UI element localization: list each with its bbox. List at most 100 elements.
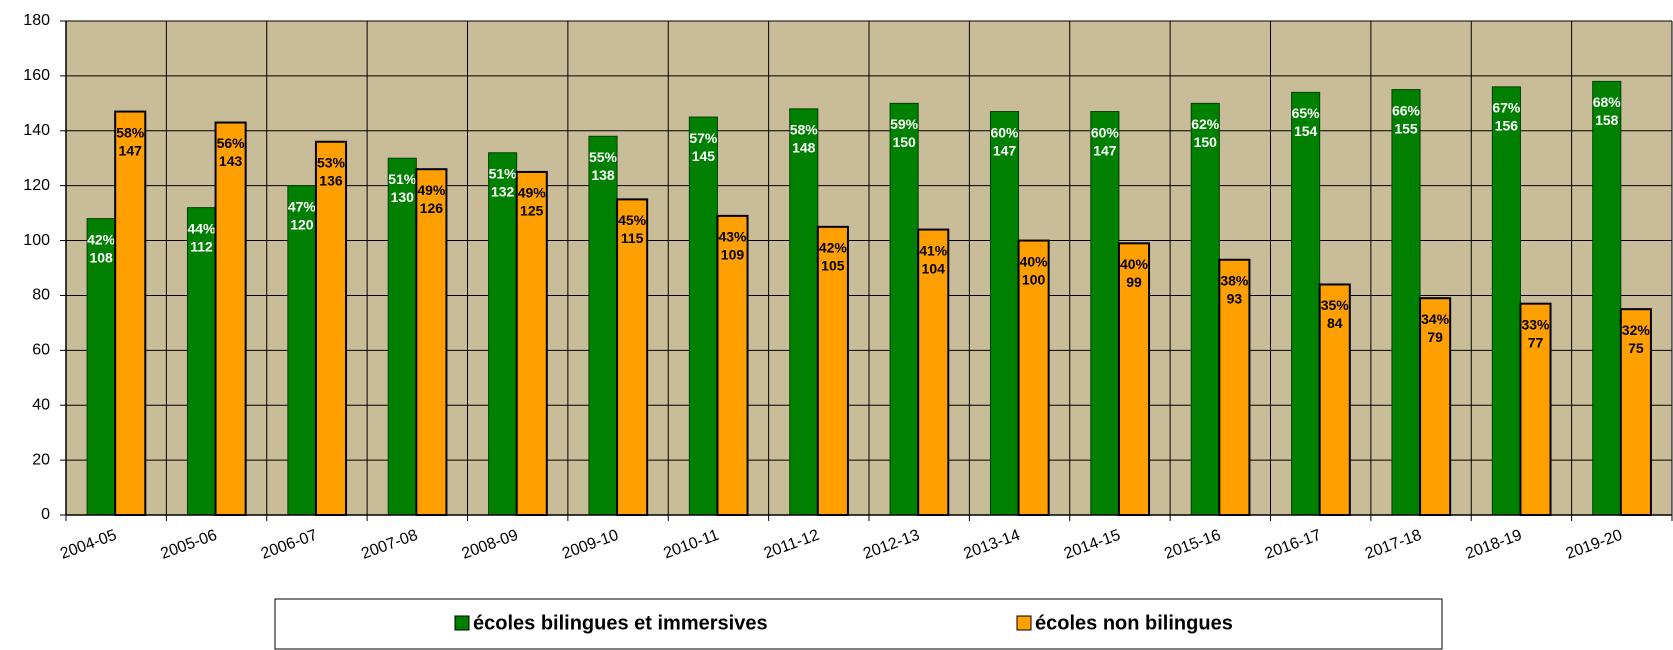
share-label: 53%	[317, 154, 346, 170]
value-label: 125	[520, 203, 544, 219]
bar	[214, 121, 247, 517]
bar	[688, 116, 718, 516]
bar	[1318, 283, 1351, 517]
x-tick-label: 2009-10	[560, 527, 621, 563]
bar	[789, 108, 819, 516]
x-tick-label: 2018-19	[1463, 527, 1524, 563]
x-tick-label: 2010-11	[661, 527, 721, 563]
bar	[515, 170, 548, 516]
bar	[186, 207, 217, 516]
value-label: 136	[319, 172, 343, 188]
share-label: 42%	[819, 240, 848, 256]
bar	[816, 225, 849, 516]
share-label: 66%	[1392, 102, 1421, 118]
value-label: 115	[621, 230, 644, 246]
value-label: 147	[119, 142, 143, 158]
bar	[1592, 80, 1622, 516]
value-label: 155	[1394, 120, 1418, 136]
value-label: 93	[1227, 290, 1243, 306]
legend-label: écoles non bilingues	[1035, 612, 1233, 634]
share-label: 68%	[1593, 94, 1622, 110]
value-label: 148	[792, 140, 816, 156]
y-tick-label: 100	[23, 232, 50, 249]
x-tick-label: 2015-16	[1162, 527, 1223, 563]
y-tick-label: 180	[23, 12, 50, 29]
bar	[287, 185, 317, 516]
value-label: 132	[491, 183, 515, 199]
bar	[415, 168, 448, 516]
share-label: 65%	[1292, 105, 1321, 121]
share-label: 56%	[217, 135, 246, 151]
bar	[1291, 91, 1321, 516]
x-tick-label: 2006-07	[259, 527, 320, 563]
share-label: 43%	[718, 229, 747, 245]
value-label: 120	[290, 216, 314, 232]
value-label: 145	[692, 148, 716, 164]
share-label: 58%	[116, 124, 145, 140]
value-label: 154	[1294, 123, 1318, 139]
bar	[616, 198, 649, 516]
x-tick-label: 2004-05	[58, 527, 119, 563]
value-label: 99	[1126, 274, 1142, 290]
value-label: 105	[821, 258, 845, 274]
share-label: 59%	[890, 116, 919, 132]
share-label: 40%	[1120, 256, 1149, 272]
share-label: 42%	[87, 231, 116, 247]
share-label: 51%	[489, 165, 518, 181]
value-label: 79	[1427, 329, 1443, 345]
bar	[588, 135, 618, 516]
bar	[1190, 102, 1220, 516]
bar	[1017, 239, 1050, 517]
value-label: 138	[591, 167, 615, 183]
y-tick-label: 0	[41, 506, 50, 523]
x-tick-label: 2008-09	[460, 527, 521, 563]
share-label: 40%	[1020, 253, 1049, 269]
value-label: 130	[391, 189, 415, 205]
share-label: 51%	[388, 171, 417, 187]
share-label: 33%	[1521, 316, 1550, 332]
bar	[488, 152, 518, 516]
share-label: 45%	[618, 212, 647, 228]
x-tick-label: 2011-12	[762, 527, 822, 563]
y-tick-label: 60	[32, 342, 50, 359]
share-label: 44%	[187, 220, 216, 236]
value-label: 100	[1022, 271, 1046, 287]
value-label: 77	[1528, 334, 1544, 350]
bar	[1391, 89, 1421, 516]
share-label: 60%	[990, 124, 1019, 140]
value-label: 109	[721, 247, 745, 263]
bar	[1419, 297, 1452, 517]
value-label: 75	[1628, 340, 1644, 356]
value-label: 126	[420, 200, 444, 216]
bar	[114, 110, 147, 516]
share-label: 35%	[1321, 297, 1350, 313]
x-tick-label: 2013-14	[961, 527, 1022, 563]
x-tick-label: 2017-18	[1363, 527, 1424, 563]
x-tick-label: 2019-20	[1564, 527, 1625, 563]
bar	[314, 140, 348, 516]
value-label: 143	[219, 153, 243, 169]
value-label: 150	[892, 134, 916, 150]
y-tick-label: 120	[23, 177, 50, 194]
share-label: 38%	[1220, 272, 1249, 288]
share-label: 32%	[1622, 322, 1651, 338]
bar	[889, 102, 919, 516]
share-label: 58%	[790, 122, 819, 138]
legend	[274, 598, 1443, 650]
bar	[1491, 86, 1521, 516]
y-tick-label: 160	[23, 67, 50, 84]
share-label: 49%	[518, 185, 547, 201]
legend-label: écoles bilingues et immersives	[473, 612, 768, 634]
y-tick-label: 20	[32, 451, 50, 468]
bar	[387, 157, 417, 516]
value-label: 112	[190, 238, 213, 254]
share-label: 57%	[689, 130, 718, 146]
share-label: 49%	[417, 182, 446, 198]
bar	[86, 218, 116, 516]
x-tick-label: 2005-06	[158, 527, 219, 563]
value-label: 158	[1595, 112, 1619, 128]
y-tick-label: 80	[32, 287, 50, 304]
value-label: 104	[922, 260, 946, 276]
share-label: 47%	[288, 198, 317, 214]
